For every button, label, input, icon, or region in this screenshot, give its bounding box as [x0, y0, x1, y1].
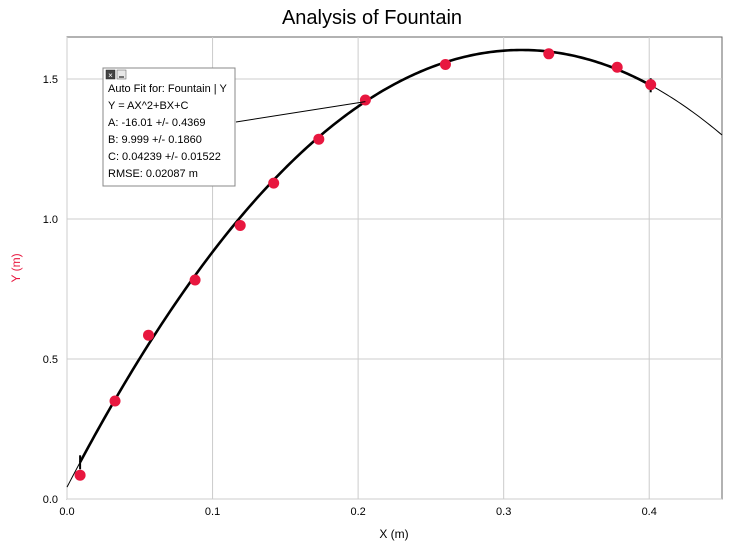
data-point[interactable] — [439, 58, 451, 70]
x-tick-label: 0.2 — [350, 506, 365, 518]
chart-title: Analysis of Fountain — [282, 7, 462, 29]
fit-leader-line — [235, 101, 366, 123]
close-icon: × — [108, 71, 113, 80]
y-axis-label: Y (m) — [9, 253, 23, 282]
data-point[interactable] — [109, 395, 121, 407]
data-point[interactable] — [143, 329, 155, 341]
y-tick-label: 1.5 — [43, 74, 58, 86]
fit-param-c: C: 0.04239 +/- 0.01522 — [108, 151, 221, 163]
data-point[interactable] — [313, 133, 325, 145]
data-point[interactable] — [543, 48, 555, 60]
data-point[interactable] — [645, 79, 657, 91]
data-point[interactable] — [611, 61, 623, 73]
fit-box-close-button[interactable] — [105, 69, 116, 80]
y-tick-label: 1.0 — [43, 214, 58, 226]
fit-annotation: × Auto Fit for: Fountain | Y Y = AX^2+BX… — [102, 67, 366, 187]
fit-param-a: A: -16.01 +/- 0.4369 — [108, 117, 206, 129]
fit-header: Auto Fit for: Fountain | Y — [108, 83, 227, 95]
fit-rmse: RMSE: 0.02087 m — [108, 168, 198, 180]
data-point[interactable] — [74, 469, 86, 481]
data-point[interactable] — [189, 274, 201, 286]
fit-box — [102, 67, 236, 187]
x-tick-label: 0.4 — [642, 506, 657, 518]
y-tick-label: 0.0 — [43, 494, 58, 506]
data-point[interactable] — [268, 177, 280, 189]
point-layer — [74, 48, 657, 481]
x-tick-label: 0.0 — [59, 506, 74, 518]
x-tick-label: 0.3 — [496, 506, 511, 518]
data-point[interactable] — [359, 94, 371, 106]
x-axis-label: X (m) — [379, 527, 408, 541]
x-tick-label: 0.1 — [205, 506, 220, 518]
data-point[interactable] — [234, 219, 246, 231]
fit-box-minimize-button[interactable] — [116, 69, 127, 80]
fit-param-b: B: 9.999 +/- 0.1860 — [108, 134, 202, 146]
fit-equation: Y = AX^2+BX+C — [108, 100, 189, 112]
y-tick-label: 0.5 — [43, 354, 58, 366]
tick-layer: 0.0 0.1 0.2 0.3 0.4 0.0 0.5 1.0 1.5 — [43, 74, 657, 518]
